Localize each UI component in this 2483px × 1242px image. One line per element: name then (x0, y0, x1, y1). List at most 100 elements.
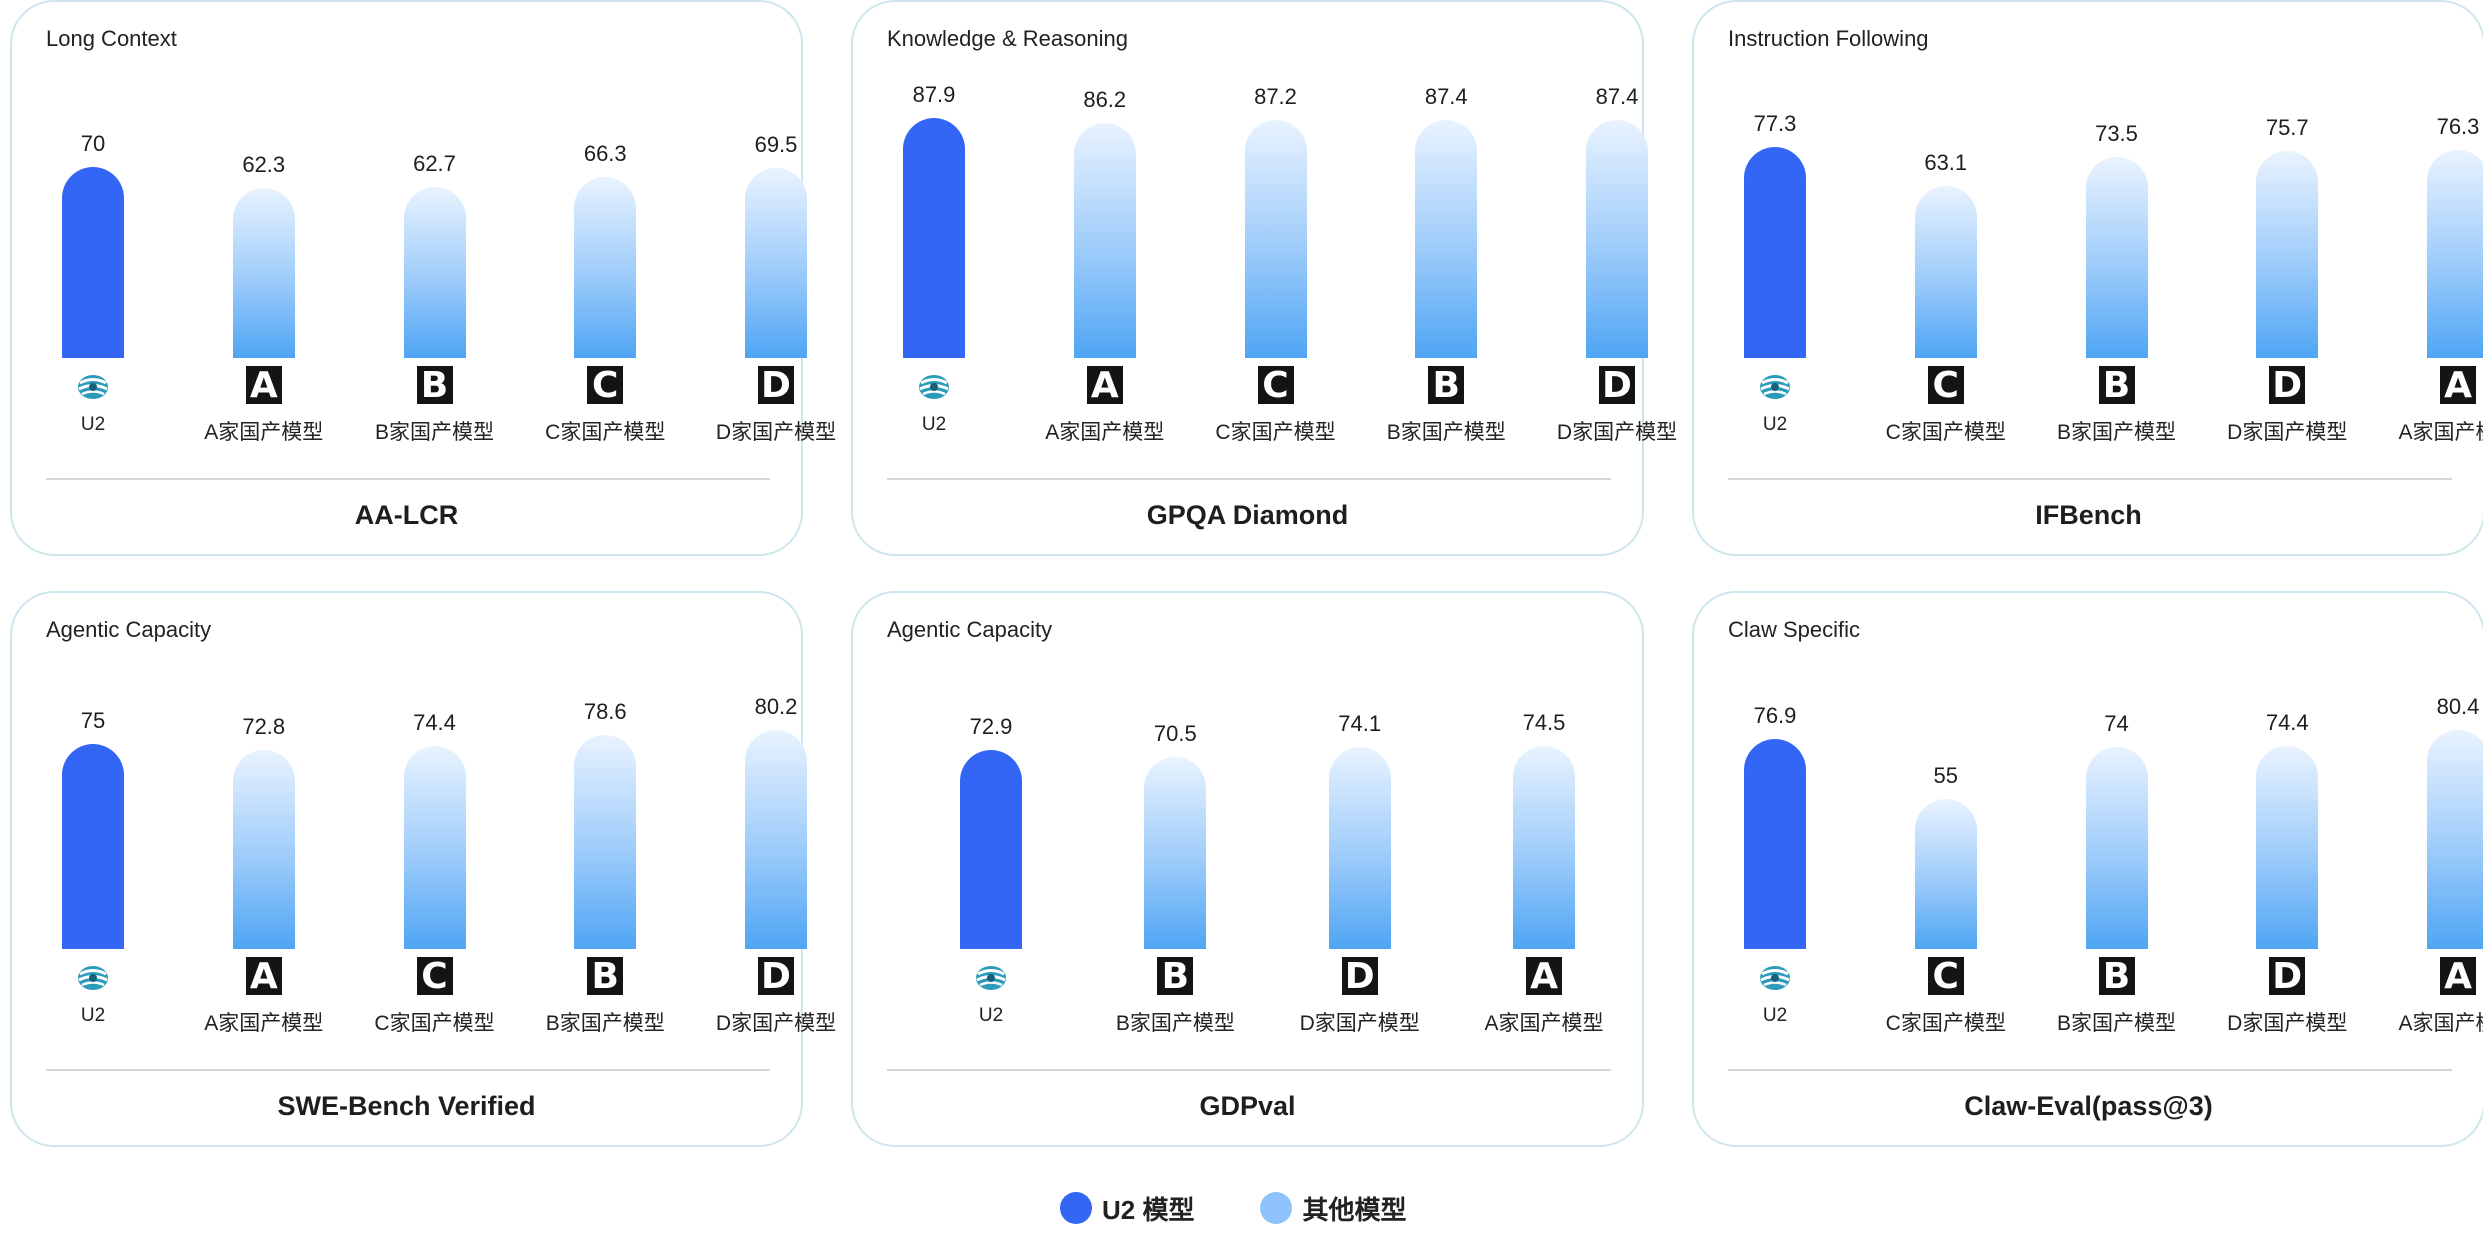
benchmark-title: SWE-Bench Verified (277, 1091, 536, 1121)
chart-panel-2: Knowledge & Reasoning 87.9 U2 86.2 A A家国产模型 87… (851, 0, 1677, 556)
bar-1 (62, 167, 124, 358)
model-name-label: C家国产模型 (1885, 1012, 2006, 1035)
model-name-label: B家国产模型 (545, 1012, 665, 1035)
bar-2 (232, 750, 295, 949)
model-logo-a: A (245, 366, 282, 406)
model-logo-d: D (2269, 957, 2306, 997)
bar-value-label: 78.6 (583, 698, 627, 724)
benchmark-title: Claw-Eval(pass@3) (1964, 1091, 2213, 1121)
bar-5 (2427, 149, 2483, 358)
model-name-label: D家国产模型 (1299, 1012, 1420, 1035)
legend-u2-label: U2 模型 (1102, 1194, 1195, 1225)
u2-logo-icon (919, 375, 949, 399)
model-logo-b: B (2098, 957, 2135, 997)
model-name-label: B家国产模型 (2056, 421, 2176, 444)
model-logo-a: A (1086, 366, 1123, 406)
panel-category-label: Instruction Following (1728, 26, 1929, 51)
legend: U2 模型 其他模型 (1060, 1190, 1406, 1226)
model-name-label: D家国产模型 (715, 421, 837, 444)
model-name-label: D家国产模型 (2227, 1012, 2348, 1035)
bar-value-label: 87.4 (1595, 83, 1639, 109)
model-logo-b: B (1157, 957, 1194, 997)
bar-value-label: 73.5 (2095, 121, 2138, 147)
model-name-label: U2 (978, 1005, 1004, 1026)
model-name-label: U2 (80, 414, 106, 435)
bar-value-label: 62.7 (413, 150, 456, 176)
panel-divider (1728, 478, 2452, 480)
bar-value-label: 86.2 (1083, 86, 1127, 112)
bar-value-label: 75.7 (2265, 115, 2309, 141)
bar-5 (1586, 119, 1648, 358)
model-logo-a: A (1526, 957, 1562, 997)
model-logo-c: C (1257, 366, 1294, 406)
model-name-label: D家国产模型 (715, 1012, 837, 1035)
bar-4 (2256, 151, 2319, 358)
model-name-label: A家国产模型 (204, 1012, 324, 1035)
bar-3 (403, 186, 466, 358)
bar-2 (1073, 122, 1136, 358)
model-logo-c: C (416, 957, 453, 997)
model-logo-b: B (2098, 366, 2135, 406)
model-name-label: B家国产模型 (2056, 1012, 2176, 1035)
panel-category-label: Long Context (46, 26, 177, 51)
model-logo-b: B (587, 957, 624, 997)
model-name-label: B家国产模型 (374, 421, 494, 444)
panel-divider (887, 478, 1611, 480)
bar-4 (1415, 119, 1478, 358)
bar-value-label: 76.3 (2436, 113, 2480, 139)
model-name-label: A家国产模型 (2398, 421, 2483, 444)
model-name-label: U2 (1762, 1005, 1788, 1026)
bar-value-label: 87.4 (1424, 83, 1468, 109)
bar-5 (745, 730, 807, 949)
u2-logo-icon (78, 966, 108, 990)
model-name-label: A家国产模型 (1045, 421, 1165, 444)
bar-1 (62, 744, 124, 949)
benchmark-title: IFBench (2035, 500, 2142, 530)
model-name-label: B家国产模型 (1115, 1012, 1235, 1035)
bar-3 (2085, 747, 2148, 949)
bar-1 (960, 750, 1022, 949)
model-logo-b: B (1428, 366, 1465, 406)
bar-1 (1744, 147, 1806, 358)
u2-logo-icon (1760, 375, 1790, 399)
model-logo-b: B (416, 366, 453, 406)
bar-value-label: 74.5 (1522, 709, 1566, 735)
bar-value-label: 70.5 (1153, 720, 1197, 746)
bar-2 (1914, 798, 1977, 949)
model-name-label: B家国产模型 (1386, 421, 1506, 444)
panel-category-label: Claw Specific (1728, 617, 1861, 642)
model-logo-d: D (1599, 366, 1635, 406)
bar-value-label: 80.2 (754, 694, 798, 720)
model-name-label: D家国产模型 (2227, 421, 2348, 444)
bar-value-label: 66.3 (583, 141, 627, 167)
model-name-label: A家国产模型 (1484, 1012, 1604, 1035)
model-logo-a: A (2440, 957, 2476, 997)
bar-value-label: 62.3 (242, 152, 286, 178)
bar-2 (1914, 185, 1977, 358)
model-logo-a: A (245, 957, 282, 997)
panel-divider (1728, 1069, 2452, 1071)
bar-value-label: 69.5 (754, 132, 798, 158)
bar-value-label: 74.1 (1338, 710, 1382, 736)
model-name-label: U2 (80, 1005, 106, 1026)
chart-panel-1: Long Context 70 U2 62.3 A A家国产模型 62.7 B B家国产模型 66… (10, 0, 836, 556)
benchmark-title: GPQA Diamond (1146, 500, 1349, 530)
model-name-label: U2 (921, 414, 947, 435)
bar-value-label: 72.9 (969, 714, 1013, 740)
bar-5 (745, 168, 807, 358)
panel-category-label: Knowledge & Reasoning (887, 26, 1128, 51)
model-logo-c: C (587, 366, 624, 406)
bar-3 (1328, 746, 1391, 949)
chart-panel-3: Instruction Following 77.3 U2 63.1 C C家国产模型 73… (1692, 0, 2483, 556)
panel-divider (46, 478, 770, 480)
bar-value-label: 63.1 (1924, 149, 1968, 175)
bar-5 (2427, 729, 2483, 949)
model-name-label: D家国产模型 (1556, 421, 1678, 444)
bar-3 (403, 746, 466, 949)
chart-panel-6: Claw Specific 76.9 U2 55 C C家国产模型 74 B B家国产模型 74.… (1692, 591, 2483, 1147)
bar-4 (574, 177, 637, 358)
bar-4 (1513, 745, 1575, 949)
panel-divider (46, 1069, 770, 1071)
bar-value-label: 87.2 (1254, 84, 1297, 110)
model-name-label: A家国产模型 (2398, 1012, 2483, 1035)
